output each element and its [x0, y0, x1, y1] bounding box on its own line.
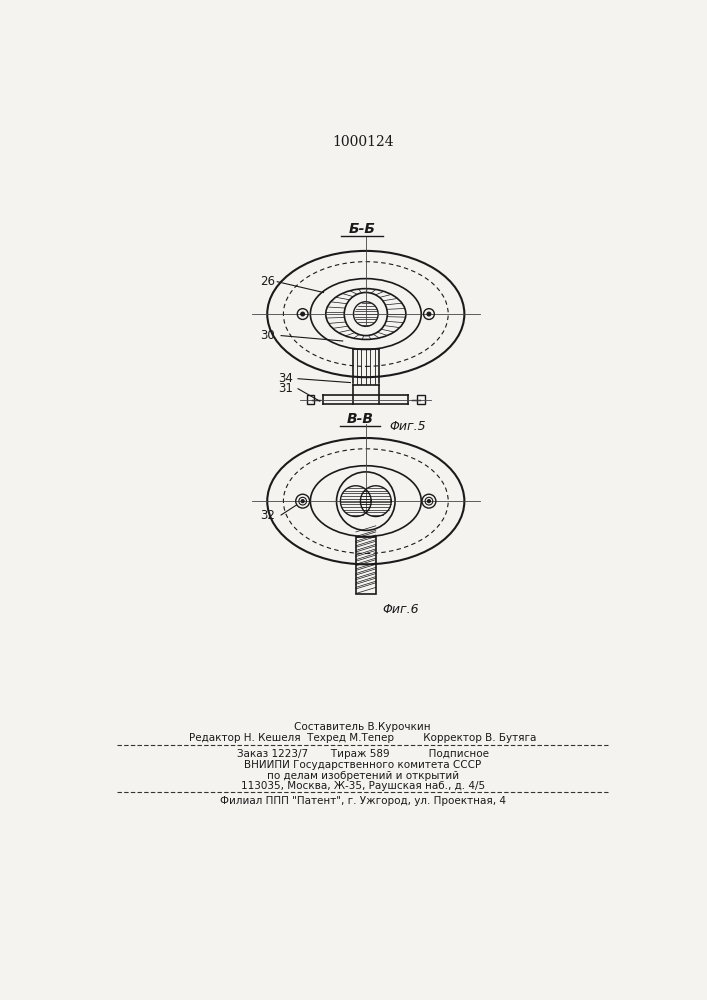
Text: Б-Б: Б-Б [349, 222, 375, 236]
Text: 32: 32 [260, 509, 275, 522]
Text: ВНИИПИ Государственного комитета СССР: ВНИИПИ Государственного комитета СССР [244, 760, 481, 770]
Bar [417, 395, 425, 404]
Text: Редактор Н. Кешеля  Техред М.Тепер         Корректор В. Бутяга: Редактор Н. Кешеля Техред М.Тепер Коррек… [189, 733, 537, 743]
Text: по делам изобретений и открытий: по делам изобретений и открытий [267, 771, 459, 781]
Text: 26: 26 [260, 275, 275, 288]
Text: Составитель В.Курочкин: Составитель В.Курочкин [294, 722, 431, 732]
Text: Φиг.5: Φиг.5 [389, 420, 426, 433]
Text: 34: 34 [278, 372, 293, 385]
Text: Заказ 1223/7       Тираж 589            Подписное: Заказ 1223/7 Тираж 589 Подписное [237, 749, 489, 759]
Text: В-В: В-В [347, 412, 374, 426]
Circle shape [428, 500, 431, 503]
Circle shape [427, 312, 431, 316]
Bar [307, 395, 314, 404]
Text: Φиг.6: Φиг.6 [382, 603, 419, 616]
Circle shape [300, 312, 305, 316]
Text: Филиал ППП "Патент", г. Ужгород, ул. Проектная, 4: Филиал ППП "Патент", г. Ужгород, ул. Про… [220, 796, 506, 806]
Text: 30: 30 [260, 329, 275, 342]
Text: 113035, Москва, Ж-35, Раушская наб., д. 4/5: 113035, Москва, Ж-35, Раушская наб., д. … [240, 781, 485, 791]
Circle shape [301, 500, 304, 503]
Bar [356, 537, 376, 594]
Text: 1000124: 1000124 [332, 135, 394, 149]
Text: 31: 31 [278, 382, 293, 395]
